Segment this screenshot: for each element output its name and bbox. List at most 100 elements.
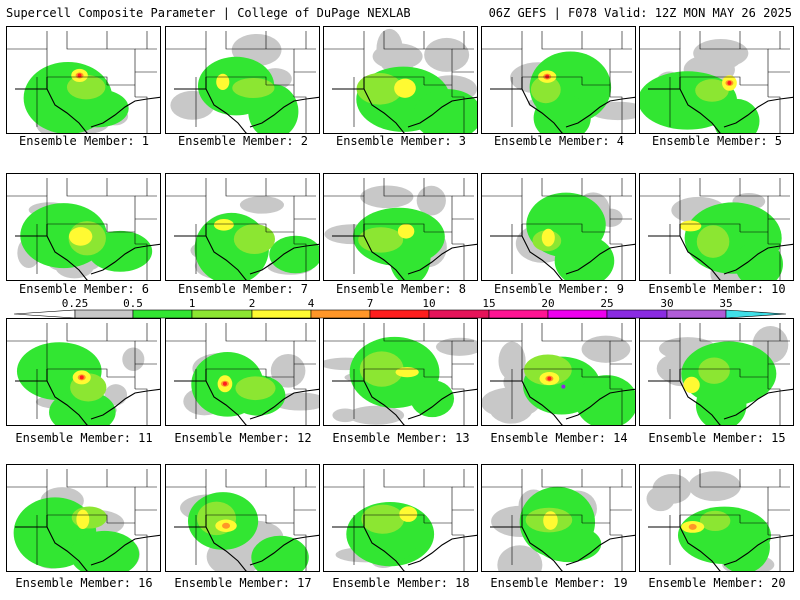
ensemble-member-map [165,26,320,134]
ensemble-member-label: Ensemble Member: 19 [490,576,628,590]
colorbar-tick-label: 15 [482,297,496,310]
scp-map-canvas [324,323,477,425]
ensemble-member-map [639,464,794,572]
state-border [383,469,453,535]
scp-map-canvas [482,31,635,133]
scp-lime-area [530,76,561,104]
scp-red-area [77,73,82,78]
colorbar-low-cap [13,309,76,319]
texas-coastline [174,224,319,280]
scp-map-canvas [640,323,793,425]
scp-yellow-area [216,73,230,90]
ensemble-member-label: Ensemble Member: 1 [18,134,150,148]
state-border [768,388,781,425]
scp-green-area [695,379,747,425]
ensemble-member-label: Ensemble Member: 6 [18,282,150,296]
colorbar-segment [74,309,134,319]
ensemble-member-label: Ensemble Member: 9 [493,282,625,296]
state-border [135,534,148,571]
ensemble-member-label: Ensemble Member: 16 [15,576,153,590]
ensemble-member-label: Ensemble Member: 14 [490,431,628,445]
ensemble-member-map [481,173,636,281]
ensemble-member-label: Ensemble Member: 20 [648,576,786,590]
state-border [768,96,781,133]
scp-purple-area [561,384,566,389]
texas-coastline [648,224,793,280]
state-border [452,96,465,133]
scp-map-canvas [482,469,635,571]
state-border [383,178,453,244]
ensemble-member-map [165,464,320,572]
scp-lime-area [695,79,729,102]
ensemble-member-map [323,26,478,134]
scp-map-canvas [482,323,635,425]
texas-coastline [490,77,635,133]
texas-coastline [174,369,319,425]
state-border [610,534,623,571]
scp-gray-area [122,347,145,371]
state-border [294,96,307,133]
texas-coastline [490,369,635,425]
scp-map-canvas [166,323,319,425]
ensemble-member-label: Ensemble Member: 18 [332,576,470,590]
texas-coastline [332,369,477,425]
scp-lime-area [696,225,730,258]
state-border [225,469,295,535]
scp-lime-area [232,77,275,98]
scp-gray-area [416,185,446,216]
ensemble-member-label: Ensemble Member: 7 [177,282,309,296]
scp-gray-area [332,408,358,423]
ensemble-member-label: Ensemble Member: 4 [493,134,625,148]
scp-yellow-area [679,220,702,232]
state-border [66,178,136,244]
state-border [541,178,611,244]
ensemble-member-label: Ensemble Member: 5 [651,134,783,148]
ensemble-member-map [6,318,161,426]
scp-lime-area [361,504,405,534]
colorbar-tick-label: 20 [541,297,555,310]
state-border [610,388,623,425]
scp-gray-area [360,185,414,209]
ensemble-member-map [481,464,636,572]
texas-coastline [490,224,635,280]
scp-map-canvas [7,323,160,425]
scp-lime-area [233,224,276,255]
scp-orange-area [222,522,231,529]
scp-lime-area [524,354,572,386]
state-border [699,178,769,244]
texas-coastline [648,515,793,571]
colorbar-segment [547,309,608,319]
ensemble-member-label: Ensemble Member: 12 [174,431,312,445]
scp-map-canvas [166,178,319,280]
scp-lime-area [698,357,730,384]
scp-lime-area [699,510,731,531]
ensemble-member-map [323,173,478,281]
state-border [294,534,307,571]
scp-green-area [536,525,602,563]
state-border [225,323,295,389]
ensemble-member-map [165,318,320,426]
state-border [699,31,769,97]
state-border [541,469,611,535]
scp-red-area [545,74,550,79]
scp-gray-area [581,335,631,363]
scp-map-canvas [640,178,793,280]
scp-gray-area [497,545,543,571]
scp-map-canvas [640,31,793,133]
state-border [768,534,781,571]
state-border [294,388,307,425]
ensemble-member-map [323,464,478,572]
scp-map-canvas [324,469,477,571]
ensemble-member-map [165,173,320,281]
colorbar-segment [132,309,193,319]
ensemble-member-label: Ensemble Member: 11 [15,431,153,445]
state-border [452,534,465,571]
scp-green-area [734,240,783,280]
model-valid-time: 06Z GEFS | F078 Valid: 12Z MON MAY 26 20… [488,6,792,20]
texas-coastline [332,77,477,133]
ensemble-member-label: Ensemble Member: 3 [335,134,467,148]
state-border [541,31,611,97]
texas-coastline [15,369,160,425]
scp-map-canvas [324,178,477,280]
colorbar-tick-label: 2 [248,297,256,310]
